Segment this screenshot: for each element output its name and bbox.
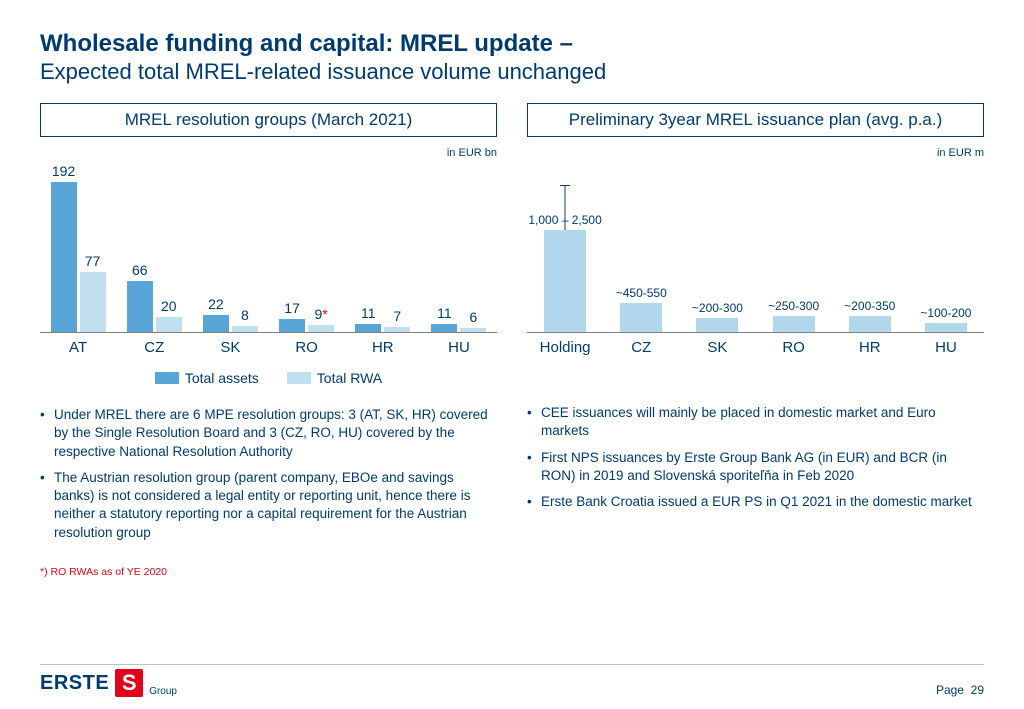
bullet: Erste Bank Croatia issued a EUR PS in Q1… [527,493,984,511]
logo: ERSTE S Group [40,669,177,697]
footer: ERSTE S Group Page 29 [40,669,984,697]
bar-group: 1,000 – 2,500 [527,230,603,332]
bar-value-label: ~200-300 [692,301,743,315]
logo-mark: S [115,669,143,697]
bar-group: ~100-200 [908,323,984,332]
bar-value-label: 192 [52,163,75,179]
left-chart: 192776620228179*117116 [40,163,497,333]
bar-value-label: 8 [241,307,249,323]
bar-group: 6620 [116,281,192,333]
footnote: *) RO RWAs as of YE 2020 [40,566,497,578]
x-axis-label: SK [192,339,268,356]
bar-group: ~200-350 [832,316,908,332]
bar-value-label: 22 [208,296,224,312]
x-axis-label: HU [908,339,984,356]
bar-group: 116 [421,324,497,333]
bar: 17 [279,319,305,332]
right-bullets: CEE issuances will mainly be placed in d… [527,404,984,511]
bullet: The Austrian resolution group (parent co… [40,469,497,542]
bar: 20 [156,317,182,333]
right-chart-xlabels: HoldingCZSKROHRHU [527,339,984,356]
bar: ~250-300 [773,316,815,332]
x-axis-label: Holding [527,339,603,356]
left-chart-title: MREL resolution groups (March 2021) [40,103,497,137]
x-axis-label: HU [421,339,497,356]
x-axis-label: RO [269,339,345,356]
bar-value-label: 9* [314,306,327,322]
bullet: CEE issuances will mainly be placed in d… [527,404,984,440]
bar-group: ~450-550 [603,303,679,332]
bar-value-label: 11 [437,305,452,321]
bar: 11 [355,324,381,333]
slide: Wholesale funding and capital: MREL upda… [0,0,1024,709]
bar-group: 179* [269,319,345,332]
title-main: Wholesale funding and capital: MREL upda… [40,28,984,59]
bar-group: 19277 [40,182,116,332]
columns: MREL resolution groups (March 2021) in E… [40,103,984,578]
x-axis-label: HR [832,339,908,356]
bar-group: ~250-300 [756,316,832,332]
bar: 9* [308,325,334,332]
left-chart-legend: Total assets Total RWA [40,370,497,386]
bar: 7 [384,327,410,332]
bar: 77 [80,272,106,332]
right-chart-title: Preliminary 3year MREL issuance plan (av… [527,103,984,137]
bar: 8 [232,326,258,332]
logo-sub: Group [149,686,177,697]
page-number: Page 29 [936,683,984,697]
logo-text: ERSTE [40,672,109,695]
bar: ~100-200 [925,323,967,332]
x-axis-label: RO [756,339,832,356]
bar: 66 [127,281,153,333]
left-column: MREL resolution groups (March 2021) in E… [40,103,497,578]
footer-divider [40,664,984,665]
bar: 22 [203,315,229,332]
bar: ~200-300 [696,318,738,333]
bar-value-label: ~100-200 [920,306,971,320]
legend-label: Total assets [185,370,259,386]
legend-swatch [155,372,179,384]
legend-item: Total assets [155,370,259,386]
bar-value-label: 7 [393,308,401,324]
title-sub: Expected total MREL-related issuance vol… [40,59,984,85]
bar: ~450-550 [620,303,662,332]
x-axis-label: SK [679,339,755,356]
bar: 11 [431,324,457,333]
legend-swatch [287,372,311,384]
x-axis-label: CZ [116,339,192,356]
x-axis-label: CZ [603,339,679,356]
bullet: Under MREL there are 6 MPE resolution gr… [40,406,497,461]
bar: 1,000 – 2,500 [544,230,586,332]
bar: ~200-350 [849,316,891,332]
x-axis-label: AT [40,339,116,356]
legend-item: Total RWA [287,370,382,386]
bar-value-label: 6 [470,309,478,325]
left-chart-xlabels: ATCZSKROHRHU [40,339,497,356]
bar-value-label: ~200-350 [844,299,895,313]
bar-value-label: 20 [161,298,177,314]
bar-value-label: 77 [85,253,101,269]
bar-value-label: 11 [361,305,376,321]
bullet: First NPS issuances by Erste Group Bank … [527,449,984,485]
right-chart: 1,000 – 2,500 ~450-550 ~200-300 ~250-300 ~20… [527,163,984,333]
right-column: Preliminary 3year MREL issuance plan (av… [527,103,984,578]
right-chart-unit: in EUR m [527,147,984,159]
bar-group: 117 [345,324,421,333]
bar: 6 [460,328,486,333]
bar-group: 228 [192,315,268,332]
left-bullets: Under MREL there are 6 MPE resolution gr… [40,406,497,542]
bar-value-label: ~250-300 [768,299,819,313]
bar-value-label: 66 [132,262,148,278]
bar-value-label: ~450-550 [616,286,667,300]
legend-label: Total RWA [317,370,382,386]
bar-group: ~200-300 [679,318,755,333]
bar-value-label: 1,000 – 2,500 [528,213,601,227]
x-axis-label: HR [345,339,421,356]
bar-value-label: 17 [284,300,300,316]
bar: 192 [51,182,77,332]
left-chart-unit: in EUR bn [40,147,497,159]
